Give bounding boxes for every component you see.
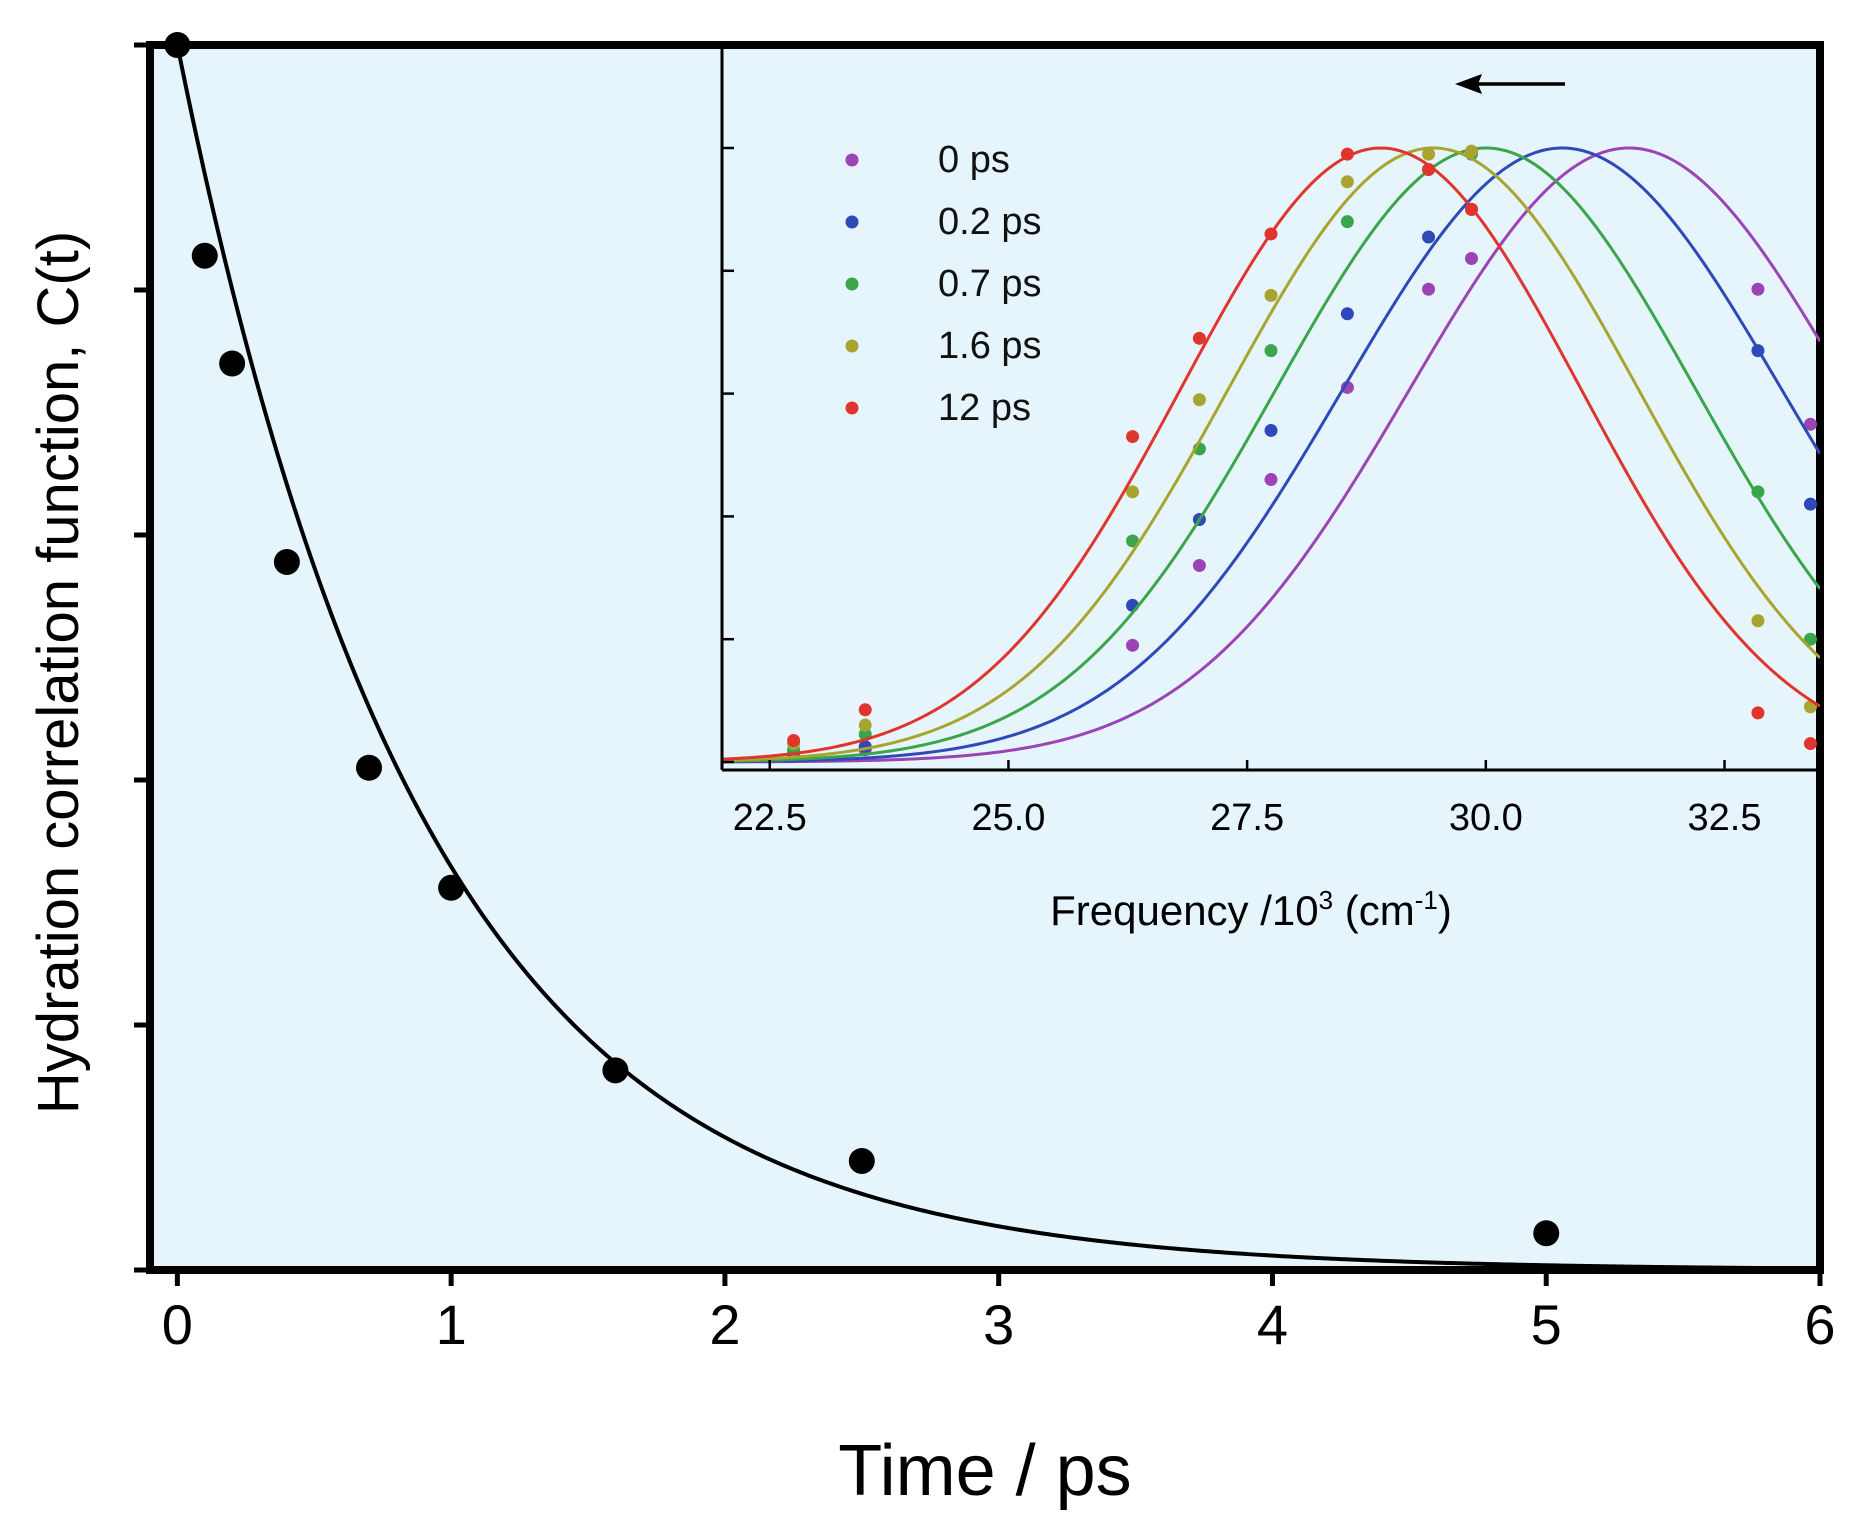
main-data-point — [1533, 1220, 1560, 1247]
inset-data-point — [858, 718, 872, 732]
legend-label: 0 ps — [938, 139, 1010, 181]
inset-curves — [722, 144, 1820, 764]
main-plot-background — [150, 45, 1820, 1270]
main-plot: 0 1 2 3 4 5 6 Time / ps Hydration correlation fu… — [26, 32, 1836, 1511]
inset-data-point — [1126, 534, 1140, 548]
inset-plot: 22.5 25.0 27.5 30.0 32.5 Frequency /103 (cm-1… — [720, 45, 1820, 934]
inset-x-tick-label: 32.5 — [1688, 797, 1762, 839]
inset-data-point — [1264, 473, 1278, 487]
legend-marker — [845, 215, 859, 229]
legend-marker — [845, 277, 859, 291]
legend-label: 0.2 ps — [938, 201, 1042, 243]
main-x-axis-title: Time / ps — [838, 1431, 1131, 1511]
legend-label: 0.7 ps — [938, 263, 1042, 305]
inset-x-axis-title: Frequency /103 (cm-1) — [1050, 885, 1452, 934]
legend-marker — [845, 153, 859, 167]
inset-x-axis-title-part: (cm — [1333, 887, 1415, 934]
inset-data-point — [787, 734, 801, 748]
inset-data-point — [1465, 144, 1479, 158]
legend-label: 12 ps — [938, 387, 1031, 429]
inset-data-point — [1422, 147, 1436, 161]
inset-data-point — [1751, 485, 1765, 499]
main-data-point — [356, 754, 383, 781]
main-x-tick-label: 2 — [709, 1293, 740, 1356]
main-x-tick-label: 3 — [983, 1293, 1014, 1356]
main-data-point — [219, 350, 246, 377]
inset-data-point — [1465, 252, 1479, 266]
inset-data-point — [1803, 737, 1817, 751]
inset-data-point — [1422, 282, 1436, 296]
inset-data-point — [1264, 288, 1278, 302]
shift-arrow-head — [1455, 74, 1482, 94]
inset-x-tick-label: 27.5 — [1210, 797, 1284, 839]
inset-data-point — [858, 703, 872, 717]
inset-fit-curve — [722, 146, 1820, 762]
inset-data-point — [1803, 632, 1817, 646]
inset-x-axis-title-part: Frequency /10 — [1050, 887, 1319, 934]
inset-data-point — [1340, 175, 1354, 189]
inset-x-axis-title-part: ) — [1438, 887, 1452, 934]
main-data-point — [848, 1147, 875, 1174]
main-x-tick-label: 6 — [1804, 1293, 1835, 1356]
inset-data-point — [1126, 430, 1140, 444]
main-data-point — [602, 1057, 629, 1084]
inset-data-point — [1422, 162, 1436, 176]
inset-data-point — [1264, 344, 1278, 358]
inset-data-point — [1422, 230, 1436, 244]
legend-marker — [845, 339, 859, 353]
inset-fit-curve — [722, 146, 1820, 763]
main-x-tick-label: 5 — [1531, 1293, 1562, 1356]
inset-x-tick-label: 22.5 — [733, 797, 807, 839]
inset-x-tick-label: 30.0 — [1449, 797, 1523, 839]
inset-fit-curve — [722, 146, 1820, 764]
main-data-point — [438, 874, 465, 901]
inset-data-point — [1340, 307, 1354, 321]
main-fit-curve — [175, 44, 1766, 1271]
inset-data-point — [1264, 423, 1278, 437]
main-x-tick-label: 0 — [162, 1293, 193, 1356]
inset-data-point — [1803, 417, 1817, 431]
inset-x-axis-title-part: -1 — [1415, 885, 1438, 915]
inset-data-point — [1751, 344, 1765, 358]
inset-data-point — [1803, 497, 1817, 511]
inset-data-point — [1192, 393, 1206, 407]
inset-data-point — [1340, 147, 1354, 161]
inset-data-point — [1751, 706, 1765, 720]
main-y-axis-title: Hydration correlation function, C(t) — [26, 231, 91, 1114]
inset-data-point — [1751, 614, 1765, 628]
main-data-point — [273, 548, 300, 575]
inset-data-point — [1465, 202, 1479, 216]
inset-data-point — [1192, 559, 1206, 573]
inset-x-axis-title-part: 3 — [1319, 885, 1333, 915]
main-x-tick-label: 1 — [436, 1293, 467, 1356]
inset-data-point — [1126, 485, 1140, 499]
main-x-tick-label: 4 — [1257, 1293, 1288, 1356]
inset-data-point — [1264, 227, 1278, 241]
inset-fit-curve — [722, 146, 1820, 764]
inset-data-point — [1126, 638, 1140, 652]
legend-label: 1.6 ps — [938, 325, 1042, 367]
main-data-point — [191, 242, 218, 269]
inset-data-point — [1751, 282, 1765, 296]
inset-data-point — [1340, 215, 1354, 229]
inset-x-tick-label: 25.0 — [971, 797, 1045, 839]
legend-marker — [845, 401, 859, 415]
inset-data-point — [1192, 331, 1206, 345]
